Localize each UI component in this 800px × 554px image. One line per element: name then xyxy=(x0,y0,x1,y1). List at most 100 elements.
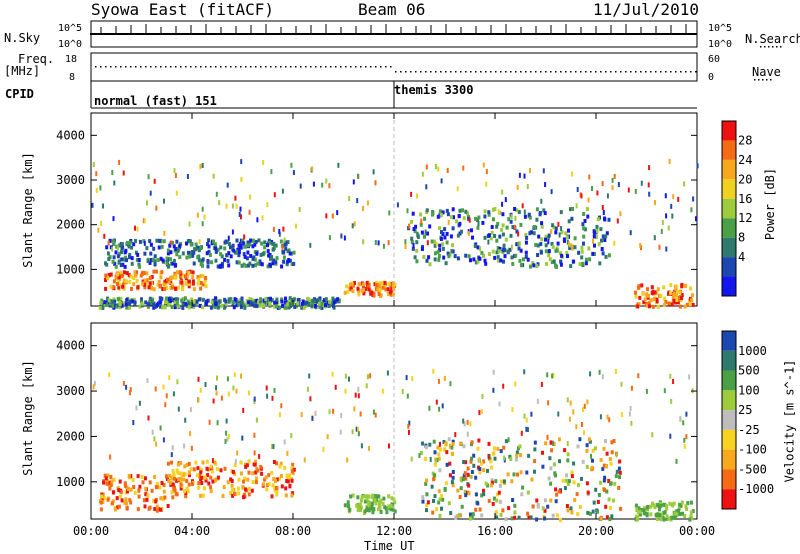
data-cell xyxy=(593,252,596,256)
sparse-echo xyxy=(601,374,604,380)
data-cell xyxy=(449,234,453,239)
data-cell xyxy=(514,253,518,258)
data-cell xyxy=(302,305,306,310)
data-cell xyxy=(363,509,367,514)
data-cell xyxy=(524,233,528,237)
data-cell xyxy=(134,239,137,243)
data-cell xyxy=(521,485,525,490)
data-cell xyxy=(254,301,257,306)
data-cell xyxy=(286,302,290,307)
freq-dot xyxy=(300,66,302,68)
sparse-echo xyxy=(547,400,550,406)
data-cell xyxy=(489,459,493,464)
data-cell xyxy=(237,253,241,258)
data-cell xyxy=(235,238,239,243)
sparse-echo xyxy=(122,170,125,176)
sparse-echo xyxy=(351,429,354,435)
data-cell xyxy=(118,479,122,484)
data-cell xyxy=(180,298,184,303)
data-cell xyxy=(594,487,598,492)
sparse-echo xyxy=(669,373,672,379)
data-cell xyxy=(284,493,288,498)
sparse-echo xyxy=(435,399,438,405)
freq-dot xyxy=(175,66,177,68)
freq-dot xyxy=(120,66,122,68)
data-cell xyxy=(496,255,500,260)
data-cell xyxy=(430,484,434,489)
sparse-echo xyxy=(240,176,243,182)
data-cell xyxy=(476,217,479,222)
data-cell xyxy=(470,456,473,461)
data-cell xyxy=(226,480,230,485)
data-cell xyxy=(547,476,551,481)
data-cell xyxy=(148,480,152,485)
data-cell xyxy=(491,249,495,254)
sparse-echo xyxy=(234,458,237,464)
sparse-echo xyxy=(517,231,520,237)
data-cell xyxy=(433,450,437,455)
data-cell xyxy=(598,261,602,266)
data-cell xyxy=(231,300,235,305)
sparse-echo xyxy=(273,387,276,393)
data-cell xyxy=(132,282,136,287)
data-cell xyxy=(430,239,434,244)
data-cell xyxy=(103,300,107,305)
data-cell xyxy=(524,254,528,259)
data-cell xyxy=(175,301,179,306)
data-cell xyxy=(488,456,492,461)
data-cell xyxy=(582,241,585,246)
data-cell xyxy=(167,478,171,483)
sparse-echo xyxy=(292,170,295,175)
freq-dot xyxy=(200,66,202,68)
data-cell xyxy=(261,252,265,257)
data-cell xyxy=(645,292,649,297)
data-cell xyxy=(322,298,326,303)
sparse-echo xyxy=(93,380,96,386)
sparse-echo xyxy=(357,393,360,399)
data-cell xyxy=(370,501,374,506)
data-cell xyxy=(662,302,666,307)
data-cell xyxy=(249,238,253,243)
data-cell xyxy=(118,300,122,305)
sparse-echo xyxy=(661,220,664,225)
data-cell xyxy=(451,483,455,488)
data-cell xyxy=(108,301,112,306)
data-cell xyxy=(545,261,549,266)
data-cell xyxy=(188,239,192,244)
data-cell xyxy=(106,296,110,301)
data-cell xyxy=(223,257,227,262)
data-cell xyxy=(568,243,572,248)
data-cell xyxy=(145,497,149,502)
data-cell xyxy=(549,466,553,471)
data-cell xyxy=(442,255,446,260)
data-cell xyxy=(242,492,246,497)
data-cell xyxy=(501,212,505,217)
data-cell xyxy=(267,240,271,245)
data-cell xyxy=(264,475,268,480)
data-cell xyxy=(425,208,429,213)
freq-dot xyxy=(690,71,692,73)
sparse-echo xyxy=(154,386,157,392)
data-cell xyxy=(257,300,261,305)
data-cell xyxy=(187,305,191,310)
data-cell xyxy=(153,474,157,479)
data-cell xyxy=(186,279,190,284)
data-cell xyxy=(455,219,458,224)
data-cell xyxy=(119,270,123,275)
data-cell xyxy=(361,282,365,287)
data-cell xyxy=(216,247,220,252)
sparse-echo xyxy=(425,164,428,170)
sparse-echo xyxy=(685,411,688,417)
sparse-echo xyxy=(163,198,165,204)
data-cell xyxy=(192,287,196,292)
data-cell xyxy=(364,286,368,291)
freq-dot xyxy=(500,71,502,73)
data-cell xyxy=(104,278,107,282)
data-cell xyxy=(667,516,671,521)
data-cell xyxy=(596,509,599,514)
sparse-echo xyxy=(552,372,555,378)
data-cell xyxy=(100,303,104,307)
data-cell xyxy=(558,459,561,464)
data-cell xyxy=(565,235,569,240)
sparse-echo xyxy=(497,209,500,215)
